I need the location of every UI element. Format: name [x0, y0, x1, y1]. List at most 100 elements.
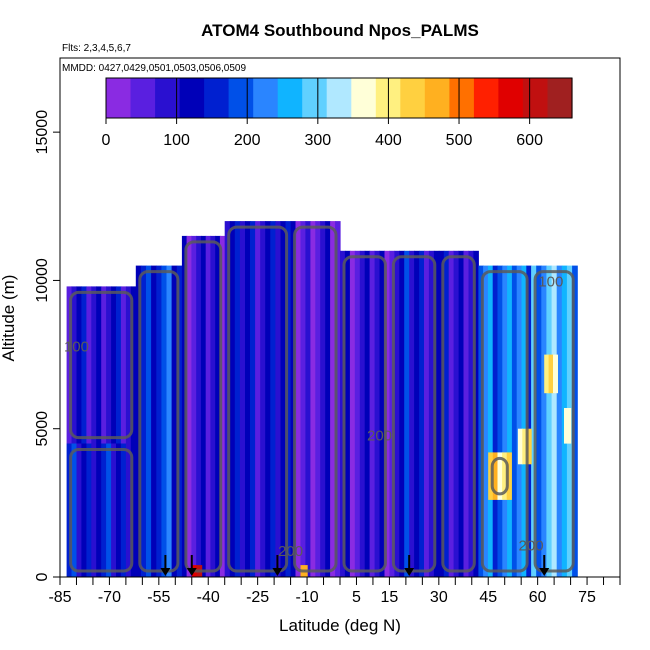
heatmap-cell	[96, 443, 102, 577]
heatmap-cell	[120, 443, 127, 577]
heatmap-field: 100 100 200 200 200	[64, 221, 578, 577]
colorbar-segment	[326, 78, 352, 118]
heatmap-cell	[176, 265, 183, 577]
heatmap-cell	[191, 235, 197, 577]
heatmap-cell	[517, 428, 523, 465]
contour-line	[533, 270, 575, 573]
colorbar-segment	[449, 78, 475, 118]
contour-label: 200	[367, 428, 392, 445]
contour-label: 200	[519, 537, 544, 554]
flight-arrow-head	[160, 568, 171, 576]
heatmap-cell	[492, 265, 499, 577]
heatmap-cell	[200, 235, 207, 577]
heatmap-cell	[564, 408, 572, 444]
heatmap-cell	[96, 286, 102, 444]
contour-line	[480, 270, 529, 573]
contour-line	[293, 225, 338, 573]
heatmap-cell	[544, 354, 550, 394]
heatmap-cell	[310, 221, 316, 577]
colorbar-tick-label: 0	[102, 132, 111, 149]
heatmap-cell	[384, 250, 390, 577]
heatmap-cell	[275, 221, 282, 577]
heatmap-cell	[315, 221, 321, 577]
x-tick-label: 45	[479, 589, 497, 606]
heatmap-cell	[443, 250, 450, 577]
colorbar-segment	[155, 78, 181, 118]
contour-label: 200	[278, 543, 303, 560]
heatmap-cell	[91, 443, 97, 577]
y-tick-label: 5000	[34, 411, 51, 447]
x-tick-label: 15	[381, 589, 399, 606]
heatmap-cell	[483, 265, 489, 577]
x-tick-label: -55	[147, 589, 170, 606]
heatmap-cell	[448, 250, 455, 577]
heatmap-cell	[546, 265, 553, 577]
heatmap-cell	[196, 235, 202, 577]
colorbar-frame	[105, 77, 573, 119]
heatmap-cell	[399, 250, 405, 577]
colorbar-segment	[179, 78, 205, 118]
heatmap-cell	[146, 265, 152, 577]
heatmap-cell	[295, 221, 301, 577]
heatmap-cell	[91, 286, 97, 444]
heatmap-cell	[125, 443, 132, 577]
heatmap-cell	[404, 250, 410, 577]
colorbar-segment	[277, 78, 303, 118]
colorbar-segment	[400, 78, 426, 118]
heatmap-cell	[76, 443, 82, 577]
heatmap-cell	[156, 265, 162, 577]
contour-label: 100	[538, 273, 563, 290]
heatmap-cell	[239, 221, 246, 577]
heatmap-cell	[260, 221, 266, 577]
heatmap-cell	[354, 250, 361, 577]
heatmap-cell	[130, 443, 137, 577]
heatmap-cell	[234, 221, 241, 577]
flight-arrow-head	[539, 568, 550, 576]
colorbar-tick-label: 100	[163, 132, 190, 149]
heatmap-cell	[300, 221, 306, 577]
heatmap-cell	[497, 452, 503, 500]
heatmap-cell	[551, 265, 558, 577]
colorbar-segment	[302, 78, 328, 118]
heatmap-cell	[468, 250, 474, 577]
colorbar-segment	[498, 78, 524, 118]
heatmap-cell	[526, 428, 532, 465]
contour-line	[342, 255, 387, 573]
colorbar-segment	[228, 78, 254, 118]
contour-line	[69, 290, 134, 440]
heatmap-cell	[419, 250, 425, 577]
heatmap-cell	[219, 235, 226, 577]
heatmap-cell	[511, 265, 518, 577]
heatmap-cell	[280, 221, 287, 577]
colorbar-tick-label: 300	[304, 132, 331, 149]
heatmap-cell	[205, 235, 212, 577]
flight-arrow-head	[186, 568, 197, 576]
heatmap-cell	[106, 286, 112, 444]
heatmap-cell	[424, 250, 430, 577]
colorbar-segment	[130, 78, 156, 118]
heatmap-cell	[522, 428, 528, 465]
contour-line	[184, 240, 223, 573]
contour-line	[227, 225, 289, 573]
colorbar-segment	[351, 78, 377, 118]
heatmap-cell	[335, 221, 341, 577]
heatmap-cell	[71, 286, 77, 444]
heatmap-cell	[111, 443, 117, 577]
heatmap-cell	[497, 265, 503, 577]
heatmap-cell	[116, 443, 122, 577]
heatmap-cell	[428, 250, 435, 577]
heatmap-cell	[487, 265, 494, 577]
heatmap-cell	[161, 265, 168, 577]
heatmap-cell	[140, 265, 147, 577]
heatmap-cell	[255, 221, 261, 577]
colorbar-segment	[473, 78, 499, 118]
heatmap-cell	[369, 250, 376, 577]
heatmap-cell	[116, 286, 122, 444]
x-tick-label: 5	[352, 589, 361, 606]
heatmap-cell	[506, 452, 512, 500]
heatmap-cell	[86, 286, 92, 444]
heatmap-cell	[453, 250, 460, 577]
heatmap-cell	[433, 250, 440, 577]
heatmap-cell	[548, 354, 554, 394]
